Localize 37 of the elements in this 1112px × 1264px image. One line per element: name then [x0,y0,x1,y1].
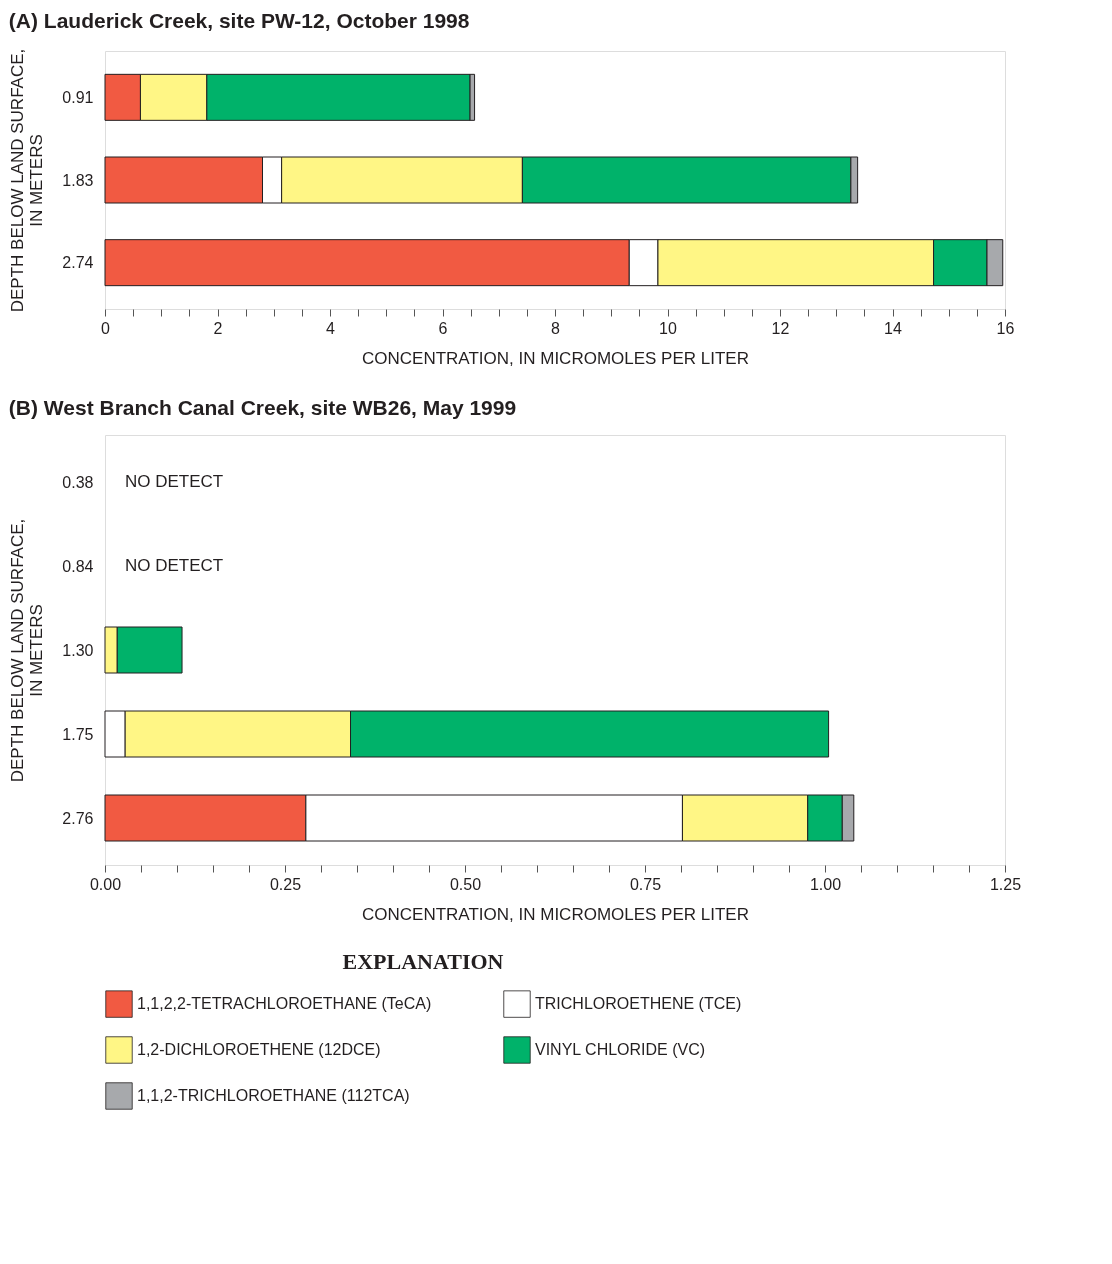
y-tick-label: 0.38 [62,473,94,491]
y-axis-title: DEPTH BELOW LAND SURFACE, IN METERS [8,48,47,313]
x-tick-label: 6 [438,319,448,337]
annotation: NO DETECT [125,556,224,575]
y-axis-title: DEPTH BELOW LAND SURFACE, IN METERS [8,518,47,783]
x-tick-label: 1.25 [989,875,1022,893]
x-tick-label: 1.00 [809,875,842,893]
y-tick-label: 1.83 [62,171,94,189]
legend-label: VINYL CHLORIDE (VC) [535,1041,706,1058]
legend-label: 1,2-DICHLOROETHENE (12DCE) [137,1041,381,1058]
x-tick-label: 14 [884,319,902,337]
legend-label: 1,1,2-TRICHLOROETHANE (112TCA) [137,1087,410,1104]
x-tick-label: 0.50 [449,875,482,893]
x-tick-label: 0 [101,319,111,337]
chart-title: (A) Lauderick Creek, site PW-12, October 1998 [8,9,470,33]
y-tick-label: 0.91 [62,88,94,106]
x-tick-label: 2 [213,319,223,337]
x-tick-label: 0.75 [629,875,662,893]
legend-label: TRICHLOROETHENE (TCE) [535,995,742,1013]
chart-title: (B) West Branch Canal Creek, site WB26, May 1999 [8,396,517,419]
x-axis-title: CONCENTRATION, IN MICROMOLES PER LITER [362,904,749,924]
y-tick-label: 1.75 [62,725,94,743]
x-axis-title: CONCENTRATION, IN MICROMOLES PER LITER [362,348,749,368]
x-tick-label: 16 [996,319,1015,337]
x-tick-label: 0.00 [89,875,122,893]
y-tick-label: 2.74 [62,254,94,272]
y-tick-label: 0.84 [62,557,94,575]
legend-title: EXPLANATION [342,949,504,974]
annotation: NO DETECT [125,472,224,491]
y-tick-label: 1.30 [62,641,94,659]
x-tick-label: 0.25 [269,875,302,893]
y-tick-label: 2.76 [62,809,94,827]
x-tick-label: 12 [771,319,790,337]
x-tick-label: 10 [659,319,677,337]
x-tick-label: 8 [551,319,561,337]
legend-label: 1,1,2,2-TETRACHLOROETHANE (TeCA) [137,995,432,1013]
x-tick-label: 4 [326,319,336,337]
